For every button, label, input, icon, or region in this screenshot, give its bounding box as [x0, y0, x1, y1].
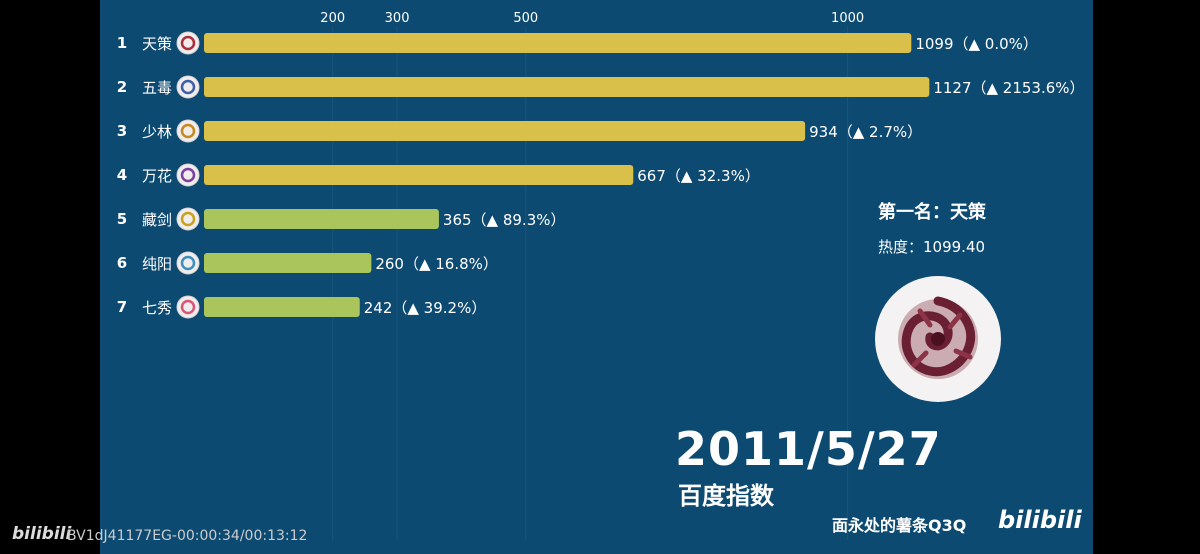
sect-name-label: 天策	[142, 35, 172, 53]
rank-label: 5	[117, 210, 127, 228]
value-label: 667（▲ 32.3%）	[637, 167, 760, 185]
chunyang-emblem-icon-mark	[180, 255, 196, 271]
bar	[204, 297, 360, 317]
wudu-emblem-icon-mark	[180, 79, 196, 95]
tiance-emblem-icon	[875, 276, 1001, 402]
rank-label: 2	[117, 78, 127, 96]
value-label: 934（▲ 2.7%）	[809, 123, 922, 141]
rank-label: 1	[117, 34, 127, 52]
bar	[204, 209, 439, 229]
sect-name-label: 万花	[142, 167, 172, 185]
value-label: 260（▲ 16.8%）	[375, 255, 498, 273]
value-label: 365（▲ 89.3%）	[443, 211, 566, 229]
x-tick-label: 200	[320, 11, 345, 26]
value-label: 1127（▲ 2153.6%）	[933, 79, 1084, 97]
bar	[204, 165, 634, 185]
bar	[204, 77, 930, 97]
wudu-emblem-icon	[176, 75, 200, 99]
cangjian-emblem-icon	[176, 207, 200, 231]
sect-name-label: 纯阳	[142, 255, 172, 273]
tiance-emblem-icon	[176, 31, 200, 55]
leader-title: 第一名：天策	[878, 202, 986, 223]
x-tick-label: 500	[513, 11, 538, 26]
leader-heat: 热度：1099.40	[878, 238, 986, 256]
video-frame: 200 300 500 1000 1 天策 1099（▲ 0.0%） 2 五毒 1127（▲ 21…	[100, 0, 1093, 554]
qixiu-emblem-icon-mark	[180, 299, 196, 315]
tiance-emblem-icon-mark	[180, 35, 196, 51]
bar-chart: 200 300 500 1000 1 天策 1099（▲ 0.0%） 2 五毒 1127（▲ 21…	[117, 11, 1085, 540]
wanhua-emblem-icon-mark	[180, 167, 196, 183]
rank-label: 3	[117, 122, 127, 140]
date-label: 2011/5/27	[675, 422, 942, 476]
uploader-label: 面永处的薯条Q3Q	[832, 516, 967, 535]
rank-label: 7	[117, 298, 127, 316]
chunyang-emblem-icon	[176, 251, 200, 275]
value-label: 1099（▲ 0.0%）	[915, 35, 1038, 53]
sect-name-label: 藏剑	[142, 211, 172, 229]
bar	[204, 121, 806, 141]
video-id-timestamp: BV1dJ41177EG-00:00:34/00:13:12	[67, 528, 308, 544]
index-name-label: 百度指数	[678, 482, 774, 510]
x-tick-label: 1000	[831, 11, 864, 26]
rank-label: 4	[117, 166, 127, 184]
bar	[204, 253, 372, 273]
sect-name-label: 少林	[142, 123, 172, 141]
wanhua-emblem-icon	[176, 163, 200, 187]
shaolin-emblem-icon-mark	[180, 123, 196, 139]
cangjian-emblem-icon-mark	[180, 211, 196, 227]
bar	[204, 33, 912, 53]
sect-name-label: 五毒	[142, 79, 172, 97]
qixiu-emblem-icon	[176, 295, 200, 319]
rank-label: 6	[117, 254, 127, 272]
bilibili-watermark-logo: bilibili	[12, 524, 72, 544]
sect-name-label: 七秀	[142, 299, 172, 317]
x-tick-label: 300	[385, 11, 410, 26]
shaolin-emblem-icon	[176, 119, 200, 143]
value-label: 242（▲ 39.2%）	[364, 299, 487, 317]
bilibili-logo: bilibili	[998, 506, 1082, 534]
